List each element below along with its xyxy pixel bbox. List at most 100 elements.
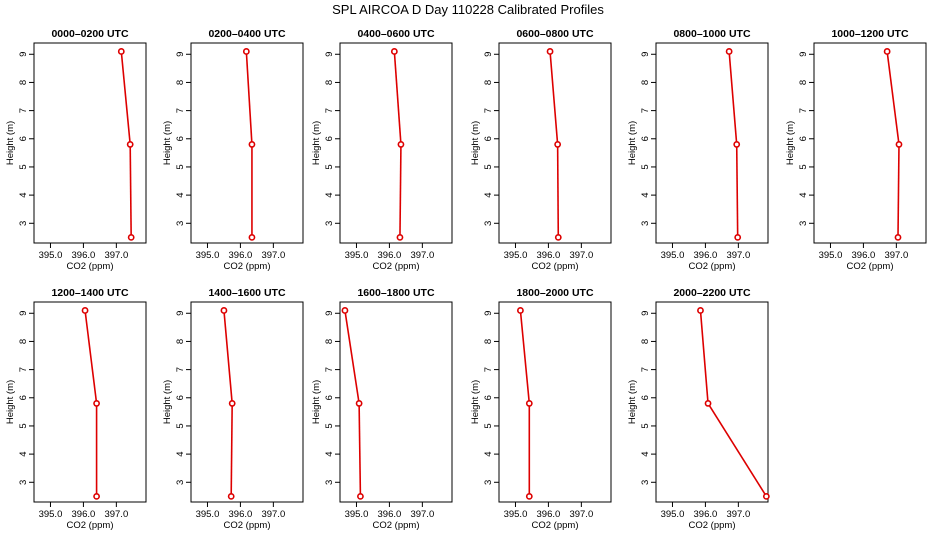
x-axis-label: CO2 (ppm)	[532, 520, 579, 531]
x-tick-label: 396.0	[694, 509, 718, 520]
profile-point	[126, 141, 134, 148]
profile-panel: 1000–1200 UTC 395.0 396.0 397.0 3 4 5 6 7 8 9 CO2 (…	[785, 28, 927, 272]
panel-title: 0000–0200 UTC	[51, 28, 128, 40]
y-tick-label: 3	[640, 480, 651, 485]
x-tick-label: 397.0	[569, 509, 593, 520]
y-tick-label: 9	[483, 52, 494, 57]
profile-segment	[735, 144, 739, 238]
y-tick-label: 9	[640, 52, 651, 57]
y-tick-label: 9	[18, 52, 29, 57]
y-tick-label: 6	[175, 136, 186, 141]
profile-segment	[358, 403, 362, 497]
y-tick-label: 5	[175, 164, 186, 169]
x-axis-label: CO2 (ppm)	[224, 261, 271, 272]
profile-panel: 2000–2200 UTC 395.0 396.0 397.0 3 4 5 6 7 8 9 CO2 (…	[627, 287, 770, 531]
profile-point	[390, 48, 398, 55]
y-tick-label: 4	[640, 192, 651, 197]
profile-point	[227, 492, 235, 500]
y-tick-label: 5	[483, 423, 494, 428]
x-axis-label: CO2 (ppm)	[67, 520, 114, 531]
profile-segment	[699, 310, 709, 404]
profile-point	[397, 141, 405, 148]
panel-title: 0800–1000 UTC	[673, 28, 750, 40]
panel-frame	[813, 42, 927, 244]
panels-group: 0000–0200 UTC 395.0 396.0 397.0 3 4 5 6 7 8 9 CO2 (…	[5, 28, 927, 531]
x-axis-label: CO2 (ppm)	[67, 261, 114, 272]
profile-panel: 0000–0200 UTC 395.0 396.0 397.0 3 4 5 6 7 8 9 CO2 (…	[5, 28, 147, 272]
profile-panel: 0600–0800 UTC 395.0 396.0 397.0 3 4 5 6 7 8 9 CO2 (…	[470, 28, 612, 272]
y-tick-label: 9	[324, 52, 335, 57]
y-axis-label: Height (m)	[311, 121, 322, 165]
panel-title: 1800–2000 UTC	[516, 287, 593, 299]
x-axis-label: CO2 (ppm)	[847, 261, 894, 272]
x-tick-label: 395.0	[661, 509, 685, 520]
panel-title: 1200–1400 UTC	[51, 287, 128, 299]
panel-title: 1600–1800 UTC	[357, 287, 434, 299]
profile-point	[734, 233, 742, 241]
y-tick-label: 3	[18, 221, 29, 226]
x-tick-label: 396.0	[229, 250, 253, 261]
profile-segment	[223, 310, 233, 404]
profile-point	[127, 233, 135, 241]
y-tick-label: 7	[18, 367, 29, 372]
y-tick-label: 3	[324, 480, 335, 485]
y-tick-label: 7	[798, 108, 809, 113]
x-tick-label: 396.0	[537, 509, 561, 520]
panel-title: 0600–0800 UTC	[516, 28, 593, 40]
x-tick-label: 395.0	[504, 250, 528, 261]
x-axis-label: CO2 (ppm)	[373, 261, 420, 272]
y-tick-label: 3	[324, 221, 335, 226]
panel-title: 2000–2200 UTC	[673, 287, 750, 299]
y-axis-label: Height (m)	[311, 380, 322, 424]
x-tick-label: 395.0	[196, 250, 220, 261]
y-tick-label: 8	[324, 339, 335, 344]
profile-point	[81, 307, 89, 314]
x-tick-label: 396.0	[378, 509, 402, 520]
y-tick-label: 6	[483, 395, 494, 400]
y-tick-label: 7	[483, 367, 494, 372]
y-tick-label: 4	[18, 192, 29, 197]
y-tick-label: 8	[175, 80, 186, 85]
profile-panel: 1400–1600 UTC 395.0 396.0 397.0 3 4 5 6 7 8 9 CO2 (…	[162, 287, 304, 531]
x-axis-label: CO2 (ppm)	[689, 261, 736, 272]
y-tick-label: 8	[483, 339, 494, 344]
x-tick-label: 397.0	[261, 509, 285, 520]
x-tick-label: 397.0	[261, 250, 285, 261]
x-tick-label: 397.0	[410, 509, 434, 520]
x-tick-label: 397.0	[726, 509, 750, 520]
y-tick-label: 7	[18, 108, 29, 113]
y-tick-label: 6	[798, 136, 809, 141]
y-tick-label: 8	[483, 80, 494, 85]
x-tick-label: 395.0	[661, 250, 685, 261]
y-tick-label: 7	[640, 108, 651, 113]
y-tick-label: 5	[324, 164, 335, 169]
y-tick-label: 7	[640, 367, 651, 372]
y-tick-label: 5	[18, 423, 29, 428]
y-tick-label: 3	[175, 480, 186, 485]
profile-panel: 1200–1400 UTC 395.0 396.0 397.0 3 4 5 6 7 8 9 CO2 (…	[5, 287, 147, 531]
x-tick-label: 395.0	[196, 509, 220, 520]
profile-point	[546, 48, 554, 55]
y-axis-label: Height (m)	[162, 121, 173, 165]
y-tick-label: 6	[640, 136, 651, 141]
y-tick-label: 4	[483, 451, 494, 456]
x-tick-label: 396.0	[72, 250, 96, 261]
y-tick-label: 5	[640, 164, 651, 169]
profile-segment	[556, 144, 560, 238]
profile-point	[883, 48, 891, 55]
x-tick-label: 395.0	[39, 509, 63, 520]
profile-point	[228, 400, 236, 407]
y-tick-label: 8	[640, 80, 651, 85]
y-tick-label: 6	[18, 136, 29, 141]
profile-point	[554, 233, 562, 241]
profile-segment	[84, 310, 98, 404]
y-tick-label: 6	[324, 395, 335, 400]
profile-point	[525, 492, 533, 500]
y-tick-label: 7	[324, 108, 335, 113]
x-axis-label: CO2 (ppm)	[224, 520, 271, 531]
y-tick-label: 6	[18, 395, 29, 400]
profile-segment	[230, 403, 233, 497]
profile-segment	[129, 144, 132, 238]
panel-title: 0200–0400 UTC	[208, 28, 285, 40]
